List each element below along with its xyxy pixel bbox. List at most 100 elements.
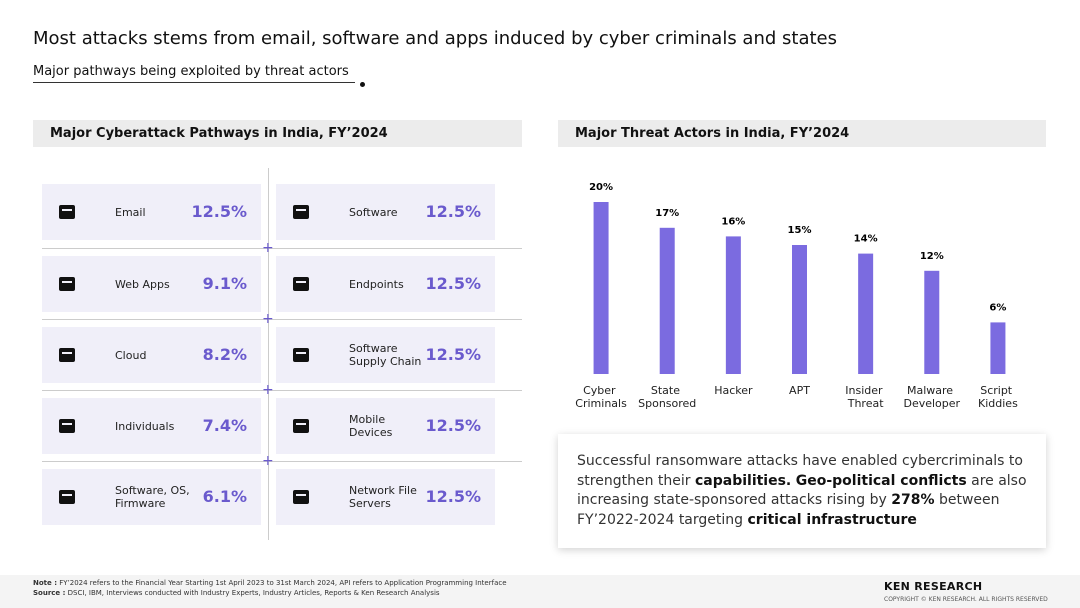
x-tick-label: State Sponsored <box>638 384 696 410</box>
icon-detail <box>296 494 306 496</box>
icon <box>293 490 309 504</box>
icon-detail <box>62 209 72 211</box>
pathway-card: Web Apps 9.1% <box>42 256 261 312</box>
pathway-label: Software, OS, Firmware <box>115 484 190 510</box>
data-label: 14% <box>854 234 878 245</box>
data-label: 20% <box>589 182 613 193</box>
pathway-value: 8.2% <box>202 345 247 364</box>
source-label: Source : <box>33 589 66 597</box>
divider <box>42 248 522 249</box>
chart: 20% Cyber Criminals 17% State Sponsored 16% H… <box>575 182 1018 410</box>
icon-shape <box>59 205 75 219</box>
icon-shape <box>293 277 309 291</box>
pathway-value: 12.5% <box>191 202 247 221</box>
bar <box>924 270 940 374</box>
plus: + <box>262 453 274 469</box>
data-label: 12% <box>920 251 944 262</box>
x-tick-label: Insider Threat <box>845 384 886 410</box>
pathway-value: 6.1% <box>202 487 247 506</box>
pathway-card: Mobile Devices 12.5% <box>276 398 495 454</box>
x-tick-label: Script Kiddies <box>978 384 1018 410</box>
plus: + <box>262 382 274 398</box>
icon-detail <box>62 423 72 425</box>
bar <box>725 236 741 374</box>
icon-shape <box>59 277 75 291</box>
icon-detail <box>62 494 72 496</box>
icon <box>293 277 309 291</box>
pathway-card: Software Supply Chain 12.5% <box>276 327 495 383</box>
pathway-label: Individuals <box>115 419 175 433</box>
pathway-label: Software <box>349 205 398 219</box>
icon <box>59 277 75 291</box>
brand: KEN RESEARCH <box>884 580 983 593</box>
icon-detail <box>62 281 72 283</box>
insight-text: 278% <box>891 492 935 508</box>
x-tick-label: APT <box>789 384 810 397</box>
data-label: 15% <box>788 225 812 236</box>
x-tick-label: Malware Developer <box>903 384 960 410</box>
pathway-value: 12.5% <box>425 202 481 221</box>
icon-detail <box>296 209 306 211</box>
plus: + <box>262 311 274 327</box>
icon-shape <box>293 348 309 362</box>
divider <box>268 168 269 540</box>
data-label: 17% <box>655 208 679 219</box>
pathway-card: Email 12.5% <box>42 184 261 240</box>
icon-shape <box>59 490 75 504</box>
icon <box>293 419 309 433</box>
slide-subtitle: Major pathways being exploited by threat… <box>33 64 355 83</box>
data-label: 6% <box>989 302 1006 313</box>
icon <box>59 419 75 433</box>
decor-dot <box>360 82 365 87</box>
x-tick-label: Cyber Criminals <box>575 384 627 410</box>
icon-shape <box>293 419 309 433</box>
slide-title: Most attacks stems from email, software … <box>33 28 837 49</box>
pathway-value: 9.1% <box>202 274 247 293</box>
icon-detail <box>296 281 306 283</box>
bar <box>990 322 1006 374</box>
chart-title: Major Threat Actors in India, FY’2024 <box>558 120 1046 147</box>
icon <box>293 205 309 219</box>
x-tick-label: Hacker <box>714 384 753 397</box>
icon <box>59 348 75 362</box>
copyright: COPYRIGHT © KEN RESEARCH. ALL RIGHTS RES… <box>884 596 1048 603</box>
plus: + <box>262 240 274 256</box>
panel-heading: Major Cyberattack Pathways in India, FY’… <box>33 120 522 147</box>
icon-shape <box>293 490 309 504</box>
icon-detail <box>296 352 306 354</box>
bar <box>858 253 874 374</box>
source-text: DSCI, IBM, Interviews conducted with Ind… <box>67 589 440 597</box>
insight-text: Successful ransomware attacks have enabl… <box>577 453 1023 489</box>
icon-shape <box>293 205 309 219</box>
icon <box>59 205 75 219</box>
pathway-card: Endpoints 12.5% <box>276 256 495 312</box>
pathway-label: Email <box>115 205 146 219</box>
insight-text: capabilities. <box>694 472 792 489</box>
insight-text: critical infrastructure <box>747 511 917 528</box>
icon-detail <box>296 423 306 425</box>
pathway-card: Software, OS, Firmware 6.1% <box>42 469 261 525</box>
pathway-value: 12.5% <box>425 487 481 506</box>
bar <box>792 245 807 374</box>
icon <box>293 348 309 362</box>
divider <box>42 319 522 320</box>
pathway-label: Network File Servers <box>349 484 417 510</box>
note-label: Note : <box>33 579 57 587</box>
pathway-card: Software 12.5% <box>276 184 495 240</box>
pathway-card: Network File Servers 12.5% <box>276 469 495 525</box>
bar <box>659 227 675 374</box>
insight-text: Geo-political conflicts <box>795 472 967 489</box>
icon-shape <box>59 348 75 362</box>
icon-shape <box>59 419 75 433</box>
pathway-label: Web Apps <box>115 277 170 291</box>
pathway-label: Cloud <box>115 348 147 362</box>
pathway-value: 12.5% <box>425 416 481 435</box>
divider <box>42 461 522 462</box>
icon-detail <box>62 352 72 354</box>
pathway-label: Endpoints <box>349 277 404 291</box>
pathway-value: 12.5% <box>425 345 481 364</box>
note-text: FY’2024 refers to the Financial Year Sta… <box>59 579 507 587</box>
footer: Note : FY’2024 refers to the Financial Y… <box>0 575 1080 608</box>
